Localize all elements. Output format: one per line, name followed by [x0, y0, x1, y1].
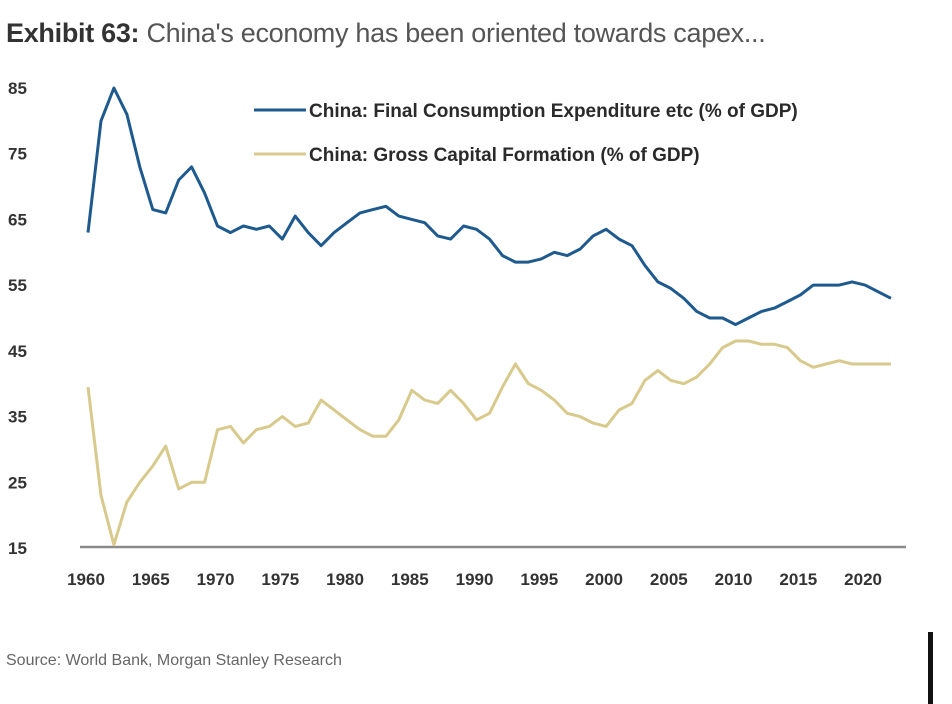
y-tick-label: 75 — [8, 145, 27, 164]
y-tick-label: 35 — [8, 408, 27, 427]
x-tick-label: 1965 — [132, 570, 170, 589]
y-tick-label: 65 — [8, 210, 27, 229]
y-tick-label: 85 — [8, 79, 27, 98]
x-tick-label: 1975 — [261, 570, 299, 589]
x-tick-label: 1970 — [197, 570, 235, 589]
x-tick-label: 1980 — [326, 570, 364, 589]
x-tick-label: 2005 — [650, 570, 688, 589]
line-chart: 15 25 35 45 55 65 75 85 1960 1965 1970 1975 1980 198… — [8, 79, 906, 589]
source-note: Source: World Bank, Morgan Stanley Resea… — [6, 652, 342, 669]
series-line-consumption — [86, 86, 892, 327]
x-tick-label: 2000 — [585, 570, 623, 589]
y-tick-label: 45 — [8, 342, 27, 361]
x-tick-label: 1995 — [520, 570, 558, 589]
legend-label-capital: China: Gross Capital Formation (% of GDP… — [309, 145, 700, 166]
x-tick-label: 1960 — [67, 570, 105, 589]
x-tick-label: 2020 — [844, 570, 882, 589]
y-tick-label: 55 — [8, 276, 27, 295]
y-tick-label: 25 — [8, 473, 27, 492]
x-tick-label: 1985 — [391, 570, 429, 589]
y-tick-label: 15 — [8, 539, 27, 558]
x-tick-label: 1990 — [456, 570, 494, 589]
legend-label-consumption: China: Final Consumption Expenditure etc… — [309, 101, 798, 122]
scrollbar-edge — [928, 632, 933, 704]
chart-title: Exhibit 63: China's economy has been ori… — [6, 18, 766, 49]
x-tick-label: 2010 — [715, 570, 753, 589]
exhibit-label: Exhibit 63: — [6, 18, 140, 48]
title-text: China's economy has been oriented toward… — [146, 18, 766, 48]
x-tick-label: 2015 — [779, 570, 817, 589]
series-line-capital-formation — [86, 339, 891, 547]
